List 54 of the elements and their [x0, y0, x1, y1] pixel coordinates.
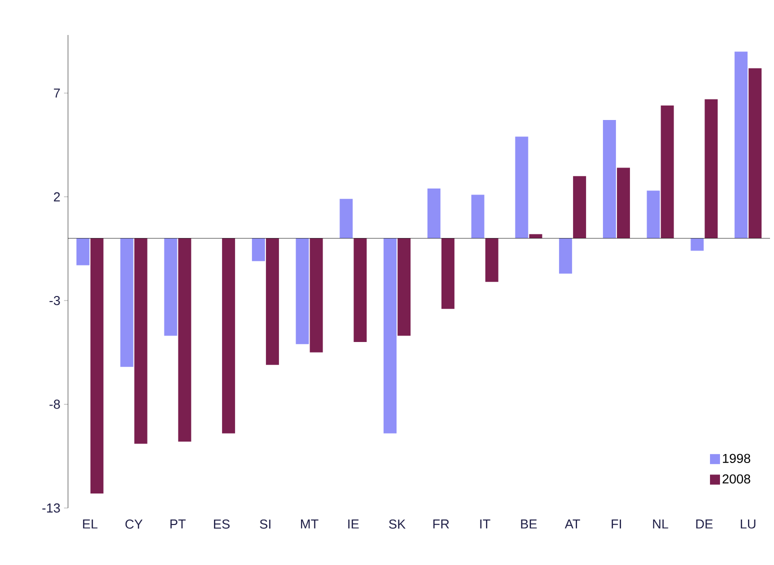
- bar: [76, 238, 90, 266]
- bar: [134, 238, 148, 444]
- bar: [164, 238, 178, 336]
- x-tick-label: SI: [260, 520, 270, 529]
- legend-label: 2008: [722, 474, 750, 484]
- y-tick-label: -13: [42, 503, 60, 513]
- bar: [471, 194, 484, 238]
- x-tick-label: EL: [83, 520, 98, 528]
- x-tick-label: SK: [389, 520, 406, 529]
- bar: [222, 238, 236, 434]
- legend-label: 1998: [722, 454, 750, 464]
- x-tick-label: ES: [214, 520, 230, 529]
- bar: [515, 136, 528, 238]
- bar: [529, 234, 542, 238]
- bar: [573, 176, 586, 238]
- bar: [178, 238, 192, 442]
- bar: [690, 238, 704, 251]
- x-tick-label: AT: [564, 520, 580, 528]
- x-tick-label: PT: [170, 520, 186, 528]
- x-tick-label: FR: [433, 520, 449, 528]
- x-tick-label: BE: [521, 520, 537, 528]
- y-tick-label: 7: [54, 88, 60, 98]
- x-tick-label: IT: [480, 520, 490, 528]
- x-tick-label: CY: [125, 520, 143, 529]
- bar: [90, 238, 104, 494]
- bar: [398, 238, 411, 336]
- bar: [120, 238, 134, 367]
- y-tick-label: -3: [50, 296, 60, 306]
- bar: [748, 68, 762, 238]
- bar: [310, 238, 323, 352]
- bar: [485, 238, 498, 282]
- x-tick-label: IE: [348, 520, 359, 528]
- bar: [266, 238, 279, 365]
- y-tick-label: -8: [50, 400, 60, 409]
- bar: [734, 52, 748, 238]
- bar: [602, 120, 616, 238]
- bar: [384, 238, 397, 434]
- x-tick-label: NL: [653, 520, 668, 528]
- bar: [427, 188, 440, 238]
- bar: [660, 106, 674, 238]
- x-tick-label: MT: [301, 520, 318, 528]
- bar: [704, 99, 718, 238]
- bar: [340, 198, 353, 238]
- bar: [646, 190, 660, 238]
- x-tick-label: FI: [612, 520, 622, 528]
- bar: [296, 238, 309, 344]
- y-tick-label: 2: [54, 192, 60, 202]
- bar: [616, 168, 630, 238]
- bar: [559, 238, 572, 274]
- x-tick-label: LU: [740, 520, 756, 529]
- bar: [441, 238, 454, 309]
- bar: [354, 238, 367, 342]
- bar: [252, 238, 265, 262]
- x-tick-label: DE: [696, 520, 713, 528]
